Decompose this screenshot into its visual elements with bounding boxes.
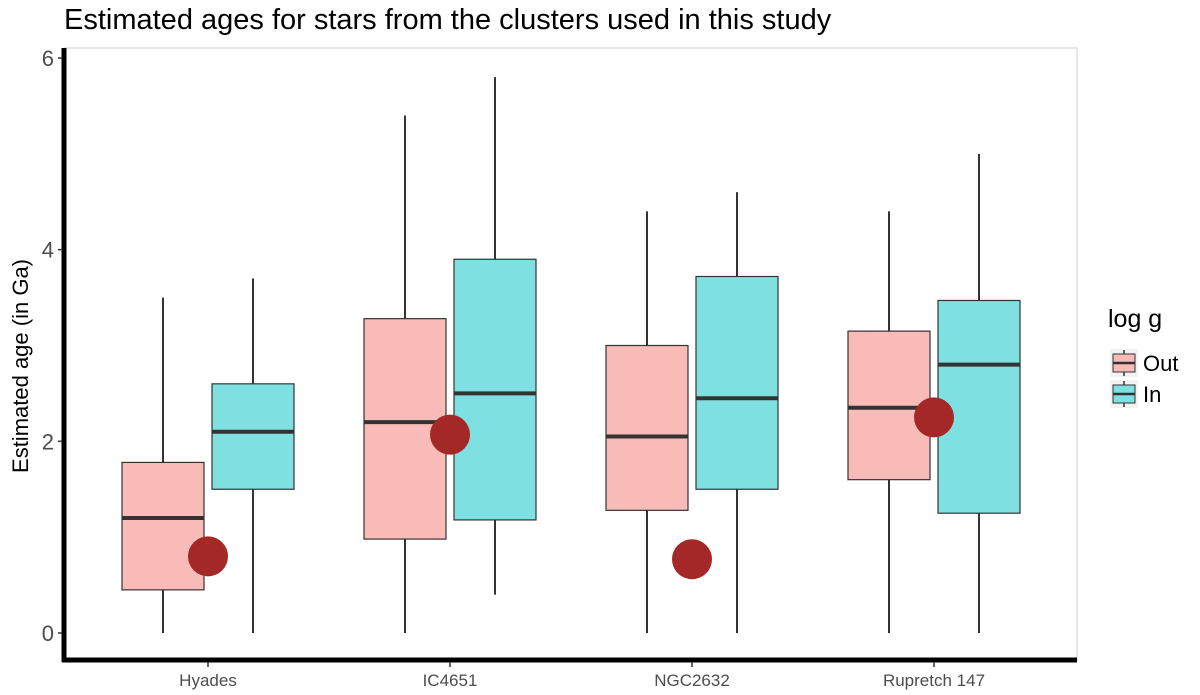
legend-key-in: [1110, 380, 1138, 408]
legend-key-out: [1110, 349, 1138, 377]
box-body: [211, 383, 295, 490]
box-out-0: [121, 297, 205, 633]
box-body: [605, 344, 689, 511]
age-point: [672, 539, 712, 580]
legend: log g Out In: [1108, 305, 1178, 408]
box-in-0: [211, 278, 295, 633]
legend-title: log g: [1108, 305, 1162, 333]
y-tick-label: 2: [42, 429, 54, 454]
y-axis: 0 2 4 6 Estimated age (in Ga): [8, 46, 62, 646]
x-axis: Hyades IC4651 NGC2632 Rupretch 147: [179, 662, 985, 690]
x-tick-label: Hyades: [179, 671, 237, 690]
y-axis-label: Estimated age (in Ga): [8, 259, 33, 473]
box-series: [121, 77, 1021, 633]
y-tick-label: 6: [42, 46, 54, 71]
box-body: [695, 275, 779, 490]
x-tick-label: IC4651: [423, 671, 478, 690]
x-tick-label: NGC2632: [654, 671, 730, 690]
legend-label: In: [1143, 382, 1161, 407]
age-point: [914, 397, 954, 438]
box-body: [121, 461, 205, 591]
chart-title: Estimated ages for stars from the cluste…: [64, 4, 832, 36]
box-body: [847, 330, 931, 481]
legend-label: Out: [1143, 351, 1178, 376]
box-out-2: [605, 211, 689, 633]
box-in-3: [937, 153, 1021, 633]
age-point: [430, 414, 470, 455]
box-body: [453, 258, 537, 521]
y-tick-label: 4: [42, 238, 54, 263]
box-in-2: [695, 192, 779, 633]
box-body: [937, 299, 1021, 514]
point-series: [188, 397, 954, 580]
age-point: [188, 536, 228, 577]
box-in-1: [453, 77, 537, 595]
y-tick-label: 0: [42, 621, 54, 646]
x-tick-label: Rupretch 147: [883, 671, 985, 690]
